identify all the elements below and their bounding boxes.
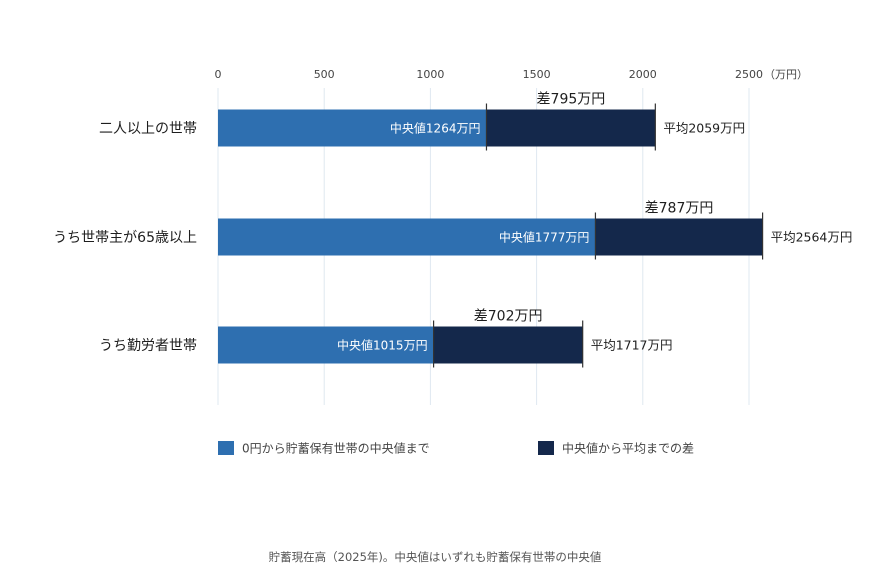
bar-difference-segment bbox=[595, 218, 763, 256]
x-tick-label: 2000 bbox=[629, 68, 657, 81]
bar-group: 二人以上の世帯 中央値1264万円 平均2059万円 差795万円うち世帯主が65歳以… bbox=[53, 92, 852, 368]
difference-label: 差795万円 bbox=[537, 92, 606, 108]
bar-difference-segment bbox=[486, 109, 656, 147]
legend-label: 0円から貯蓄保有世帯の中央値まで bbox=[242, 441, 430, 456]
category-label: 二人以上の世帯 bbox=[99, 121, 197, 137]
bar-median-segment bbox=[218, 326, 434, 364]
category-label: うち勤労者世帯 bbox=[99, 338, 197, 354]
bar-median-segment bbox=[218, 218, 596, 256]
chart-caption: 貯蓄現在高（2025年)。中央値はいずれも貯蓄保有世帯の中央値 bbox=[269, 550, 602, 564]
median-label: 中央値1777万円 bbox=[499, 230, 590, 245]
x-tick-label: 0 bbox=[215, 68, 222, 81]
legend: 0円から貯蓄保有世帯の中央値まで 中央値から平均までの差 bbox=[218, 441, 694, 456]
median-label: 中央値1015万円 bbox=[337, 338, 428, 353]
legend-swatch bbox=[538, 441, 554, 455]
category-label: うち世帯主が65歳以上 bbox=[53, 230, 197, 246]
bar-difference-segment bbox=[433, 326, 583, 364]
average-label: 平均1717万円 bbox=[591, 338, 673, 353]
legend-swatch bbox=[218, 441, 234, 455]
average-label: 平均2059万円 bbox=[663, 121, 745, 136]
bar-median-segment bbox=[218, 109, 487, 147]
average-label: 平均2564万円 bbox=[771, 230, 853, 245]
x-tick-label: 1000 bbox=[416, 68, 444, 81]
x-axis-ticks: 0 500 1000 1500 2000 2500 bbox=[215, 68, 764, 81]
x-axis-unit-label: （万円） bbox=[764, 68, 808, 81]
difference-label: 差702万円 bbox=[474, 309, 543, 325]
difference-label: 差787万円 bbox=[645, 201, 714, 217]
x-tick-label: 500 bbox=[314, 68, 335, 81]
x-tick-label: 1500 bbox=[523, 68, 551, 81]
x-tick-label: 2500 bbox=[735, 68, 763, 81]
median-label: 中央値1264万円 bbox=[390, 121, 481, 136]
legend-label: 中央値から平均までの差 bbox=[562, 441, 694, 456]
